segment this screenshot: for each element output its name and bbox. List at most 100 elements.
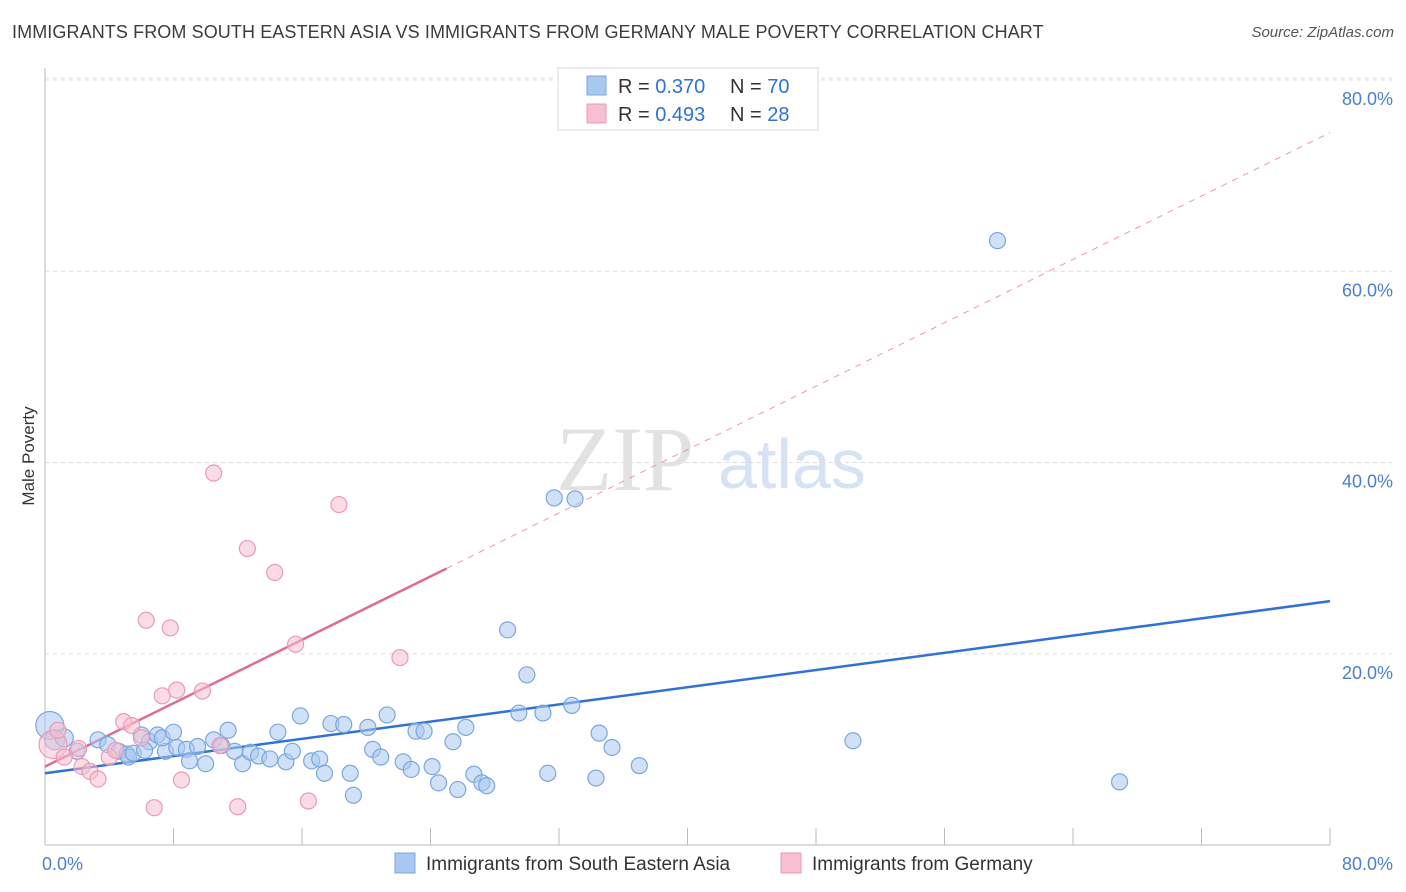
data-point-pink-20 bbox=[229, 798, 247, 816]
series-legend-swatch-pink bbox=[780, 852, 802, 874]
series-legend-label-blue: Immigrants from South Eastern Asia bbox=[426, 854, 731, 875]
legend-n-label-2: N = bbox=[730, 104, 767, 126]
data-point-blue-19 bbox=[180, 752, 199, 770]
series-legend-label-pink: Immigrants from Germany bbox=[812, 854, 1033, 875]
legend-r-value-1: 0.370 bbox=[655, 76, 705, 98]
data-point-blue-50 bbox=[429, 774, 448, 792]
legend-r-label-2: R = bbox=[618, 104, 655, 126]
data-point-blue-36 bbox=[315, 764, 334, 782]
y-tick-label-80: 80.0% bbox=[1342, 89, 1393, 109]
data-point-blue-40 bbox=[344, 786, 362, 804]
data-point-blue-20 bbox=[188, 737, 207, 756]
data-point-blue-16 bbox=[164, 723, 183, 741]
data-point-blue-56 bbox=[478, 777, 496, 795]
data-point-blue-67 bbox=[603, 738, 621, 757]
source-label: Source: ZipAtlas.com bbox=[1251, 24, 1394, 41]
data-point-pink-19 bbox=[211, 736, 229, 755]
data-point-blue-62 bbox=[545, 489, 563, 507]
data-point-blue-46 bbox=[402, 760, 420, 779]
series-legend-swatch-blue bbox=[394, 852, 416, 874]
data-point-blue-57 bbox=[499, 621, 517, 639]
data-point-blue-30 bbox=[269, 723, 287, 741]
data-point-blue-59 bbox=[518, 666, 536, 684]
trend-line-blue bbox=[44, 599, 1331, 775]
data-point-blue-66 bbox=[590, 724, 608, 742]
data-point-pink-11 bbox=[137, 611, 155, 629]
data-point-pink-24 bbox=[299, 792, 318, 810]
data-point-pink-17 bbox=[193, 682, 212, 700]
data-point-blue-71 bbox=[1110, 773, 1129, 791]
svg-text:R = 0.370: R = 0.370 bbox=[618, 76, 705, 98]
data-point-blue-58 bbox=[510, 704, 528, 722]
data-point-blue-52 bbox=[449, 780, 467, 799]
grid-lines bbox=[45, 77, 1392, 655]
data-point-blue-43 bbox=[372, 748, 390, 766]
data-point-pink-5 bbox=[89, 770, 107, 788]
data-point-blue-51 bbox=[444, 733, 462, 751]
data-point-blue-69 bbox=[844, 732, 862, 750]
trend-line-pink bbox=[44, 567, 448, 768]
data-point-pink-1 bbox=[55, 748, 73, 766]
data-point-pink-21 bbox=[238, 539, 256, 558]
watermark-atlas: atlas bbox=[718, 425, 866, 503]
x-tick-label-right: 80.0% bbox=[1342, 854, 1393, 874]
series-legend: Immigrants from South Eastern Asia Immig… bbox=[394, 852, 1033, 875]
data-point-pink-12 bbox=[145, 799, 163, 817]
data-point-pink-22 bbox=[266, 563, 284, 582]
svg-text:N = 28: N = 28 bbox=[730, 104, 790, 126]
chart-title: IMMIGRANTS FROM SOUTH EASTERN ASIA VS IM… bbox=[12, 22, 1044, 42]
data-point-pink-14 bbox=[161, 619, 179, 637]
data-point-pink-26 bbox=[391, 648, 409, 667]
data-points bbox=[35, 232, 1129, 817]
data-point-pink-10 bbox=[132, 729, 150, 747]
data-point-blue-39 bbox=[341, 764, 359, 782]
data-point-blue-33 bbox=[291, 707, 309, 725]
data-point-blue-63 bbox=[563, 696, 581, 714]
legend-r-value-2: 0.493 bbox=[655, 104, 705, 126]
legend-n-value-1: 70 bbox=[767, 76, 789, 98]
data-point-pink-13 bbox=[153, 687, 171, 705]
data-point-blue-21 bbox=[197, 755, 215, 773]
data-point-pink-23 bbox=[286, 635, 305, 653]
y-axis-title: Male Poverty bbox=[19, 406, 38, 506]
data-point-pink-18 bbox=[205, 464, 223, 482]
data-point-blue-38 bbox=[335, 715, 353, 734]
data-point-blue-65 bbox=[587, 769, 605, 787]
legend-r-label-1: R = bbox=[618, 76, 655, 98]
trend-line-pink-extension bbox=[446, 132, 1331, 569]
data-point-blue-41 bbox=[359, 718, 377, 736]
y-tick-label-20: 20.0% bbox=[1342, 663, 1393, 683]
data-point-blue-64 bbox=[566, 490, 584, 508]
data-point-blue-70 bbox=[988, 232, 1007, 250]
data-point-pink-15 bbox=[168, 681, 186, 699]
legend-n-label-1: N = bbox=[730, 76, 767, 98]
data-point-pink-27 bbox=[49, 721, 67, 739]
data-point-pink-16 bbox=[172, 771, 191, 789]
data-point-blue-24 bbox=[219, 721, 237, 739]
trend-lines bbox=[44, 132, 1331, 775]
y-tick-label-40: 40.0% bbox=[1342, 472, 1393, 492]
y-tick-label-60: 60.0% bbox=[1342, 280, 1393, 300]
tick-labels: 20.0% 40.0% 60.0% 80.0% 0.0% 80.0% bbox=[42, 89, 1393, 874]
data-point-blue-48 bbox=[415, 722, 433, 740]
svg-text:N = 70: N = 70 bbox=[730, 76, 790, 98]
data-point-blue-49 bbox=[423, 757, 441, 776]
data-point-pink-7 bbox=[107, 741, 125, 759]
data-point-pink-25 bbox=[330, 495, 348, 514]
legend-swatch-pink bbox=[586, 103, 607, 124]
x-tick-label-left: 0.0% bbox=[42, 854, 83, 874]
data-point-blue-44 bbox=[378, 706, 396, 724]
data-point-pink-9 bbox=[123, 716, 141, 735]
data-point-blue-61 bbox=[539, 764, 557, 782]
correlation-legend: R = 0.370 N = 70 R = 0.493 N = 28 bbox=[557, 67, 819, 131]
data-point-pink-2 bbox=[70, 739, 88, 758]
legend-n-value-2: 28 bbox=[767, 104, 789, 126]
data-point-blue-68 bbox=[630, 757, 648, 775]
data-point-blue-32 bbox=[283, 742, 301, 760]
data-point-blue-29 bbox=[261, 750, 279, 768]
data-point-blue-35 bbox=[311, 750, 329, 768]
data-point-blue-53 bbox=[457, 718, 475, 736]
data-point-blue-60 bbox=[534, 704, 552, 722]
legend-swatch-blue bbox=[586, 75, 607, 96]
